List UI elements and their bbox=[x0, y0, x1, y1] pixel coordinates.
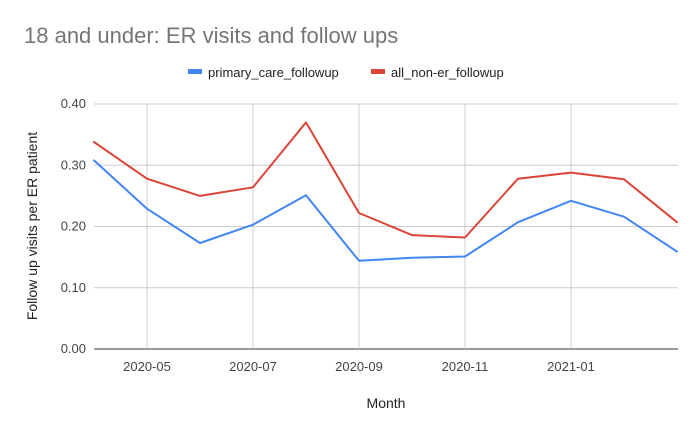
legend-swatch-primary-care bbox=[188, 69, 202, 74]
x-axis-title: Month bbox=[367, 395, 406, 411]
y-axis-title: Follow up visits per ER patient bbox=[24, 132, 40, 320]
y-tick-label: 0.40 bbox=[61, 96, 86, 111]
y-tick-label: 0.00 bbox=[61, 341, 86, 356]
legend-swatch-all-non-er bbox=[371, 69, 385, 74]
x-tick-label: 2020-09 bbox=[335, 359, 383, 374]
gridlines bbox=[94, 103, 678, 350]
x-tick-label: 2020-05 bbox=[123, 359, 171, 374]
legend-label-primary-care: primary_care_followup bbox=[208, 65, 339, 80]
y-tick-label: 0.30 bbox=[61, 157, 86, 172]
series-line-all-non-er-followup bbox=[93, 121, 678, 239]
legend-label-all-non-er: all_non-er_followup bbox=[391, 65, 504, 80]
series-lines bbox=[93, 121, 678, 262]
y-tick-label: 0.20 bbox=[61, 219, 86, 234]
x-tick-label: 2020-11 bbox=[442, 359, 489, 374]
series-line-primary-care-followup bbox=[93, 159, 678, 262]
legend: primary_care_followup all_non-er_followu… bbox=[188, 65, 504, 80]
chart-title: 18 and under: ER visits and follow ups bbox=[24, 23, 398, 48]
x-tick-label: 2021-01 bbox=[547, 359, 595, 374]
x-tick-label: 2020-07 bbox=[229, 359, 277, 374]
axis-ticks: 0.00 0.10 0.20 0.30 0.40 2020-05 2020-07 2020-0… bbox=[61, 96, 595, 374]
y-tick-label: 0.10 bbox=[61, 280, 86, 295]
